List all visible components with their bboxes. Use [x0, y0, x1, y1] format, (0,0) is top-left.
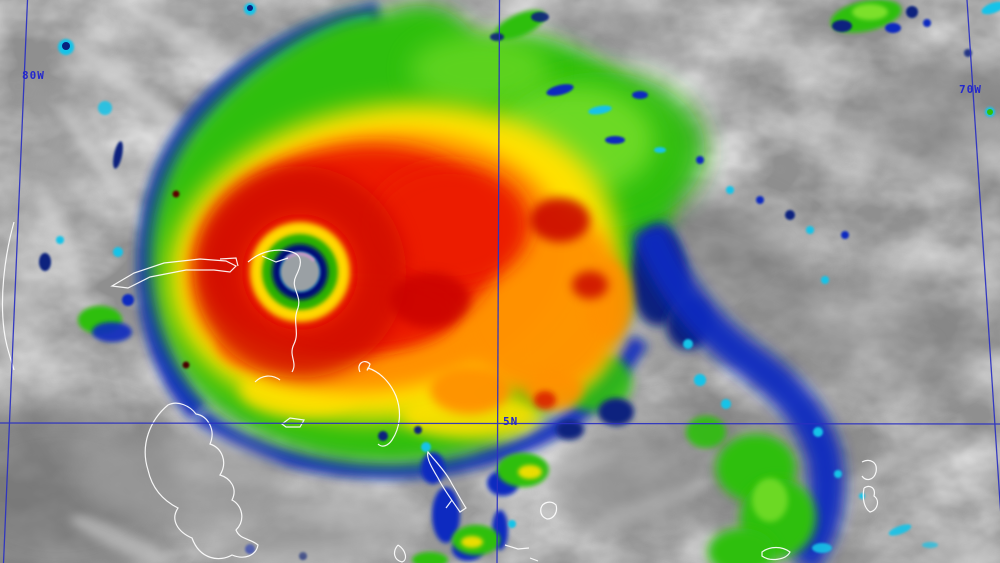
eye-pink-arc [284, 252, 316, 263]
graticule-label-25n: 5N [503, 415, 519, 428]
coast-eleuthera [358, 360, 401, 447]
coast-cat-island [427, 450, 467, 513]
canopy-lime-patch-2 [410, 35, 550, 105]
meridian-80w [2, 0, 29, 563]
coast-grand-bahama [110, 257, 239, 289]
southeast-feeder-band [631, 221, 845, 563]
south-gray-overlap [80, 435, 690, 563]
hurricane-eye [250, 222, 350, 322]
coastlines [1, 221, 879, 563]
graticule-label-70w: 70W [959, 83, 982, 96]
top-right-cold-cell [830, 0, 931, 33]
eye-center [281, 253, 319, 291]
coast-andros [144, 402, 259, 560]
parallel-25n [0, 422, 1000, 425]
coast-conception-island [540, 501, 558, 520]
coast-florida [1, 221, 15, 371]
meridian-75w [496, 0, 501, 563]
coast-abaco [247, 249, 301, 373]
scattered-cold-cells [58, 0, 1000, 548]
coast-crooked-acklins [861, 459, 879, 513]
meridian-70w [966, 0, 1000, 513]
graticule-label-80w: 80W [22, 69, 45, 82]
coast-berry-islands [254, 375, 281, 383]
west-arm-cells [39, 141, 134, 342]
top-cold-sliver [490, 10, 549, 41]
coast-ragged-island [529, 546, 791, 562]
coast-long-island [393, 544, 530, 563]
